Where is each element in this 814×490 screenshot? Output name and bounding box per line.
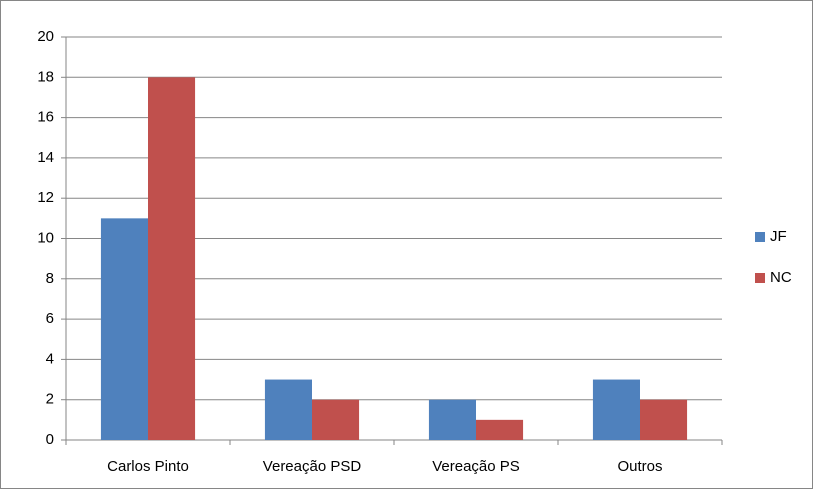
y-tick-label: 8 (46, 270, 54, 287)
y-tick-label: 0 (46, 431, 54, 448)
bar (640, 399, 688, 440)
y-tick-label: 12 (37, 189, 54, 206)
bar (100, 218, 148, 440)
legend-label: NC (770, 269, 792, 286)
legend-label: JF (770, 228, 787, 245)
bar (476, 419, 524, 440)
y-tick-label: 16 (37, 109, 54, 126)
x-tick-label: Vereação PS (432, 458, 520, 475)
x-tick-label: Vereação PSD (263, 458, 362, 475)
bar (428, 399, 476, 440)
y-tick-label: 6 (46, 310, 54, 327)
y-tick-label: 20 (37, 28, 54, 45)
x-tick-label: Carlos Pinto (107, 458, 189, 475)
y-tick-label: 4 (46, 350, 54, 367)
bar (592, 379, 640, 440)
bar (148, 77, 196, 441)
legend-swatch (755, 232, 765, 242)
bar (312, 399, 360, 440)
y-tick-label: 10 (37, 229, 54, 246)
legend-swatch (755, 273, 765, 283)
bar (264, 379, 312, 440)
x-tick-label: Outros (617, 458, 662, 475)
y-tick-label: 14 (37, 149, 54, 166)
y-tick-label: 2 (46, 391, 54, 408)
y-tick-label: 18 (37, 68, 54, 85)
